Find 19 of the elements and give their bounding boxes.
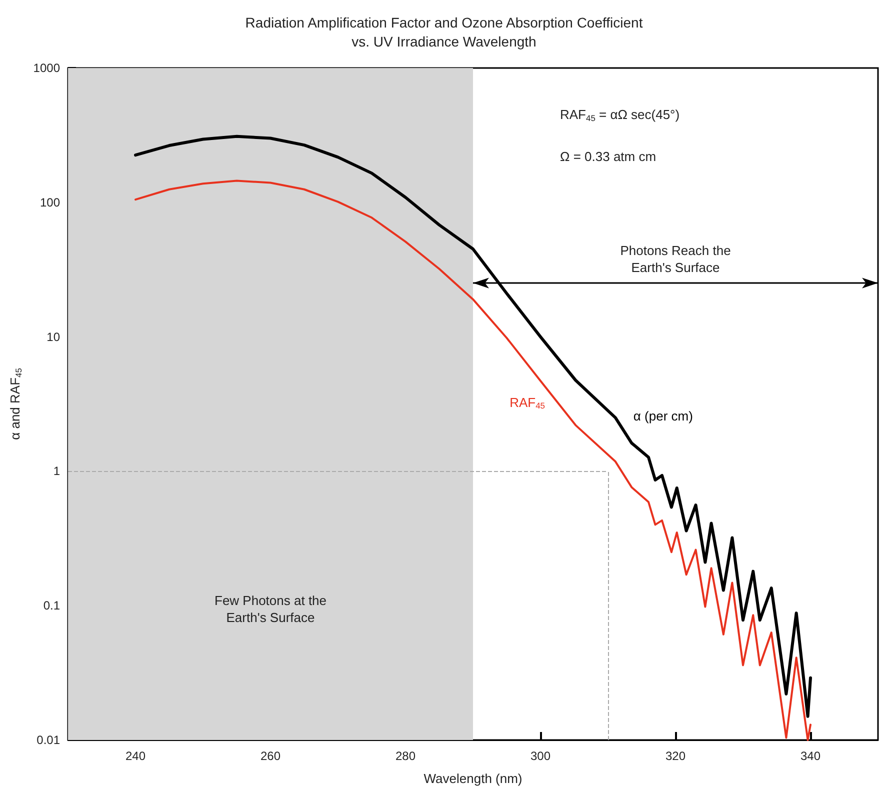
- x-axis-title: Wavelength (nm): [424, 771, 522, 786]
- x-tick-label: 320: [665, 749, 686, 763]
- annotation: Ω = 0.33 atm cm: [560, 149, 656, 164]
- y-tick-label: 10: [46, 330, 60, 344]
- y-tick-label: 1000: [33, 61, 60, 75]
- x-tick-label: 300: [530, 749, 551, 763]
- y-tick-label: 0.1: [43, 598, 60, 613]
- series-label: α (per cm): [633, 408, 693, 424]
- x-tick-label: 260: [260, 749, 281, 763]
- y-tick-label: 1: [53, 464, 60, 478]
- y-tick-label: 100: [40, 195, 60, 210]
- x-tick-label: 240: [125, 749, 146, 763]
- x-tick-label: 280: [395, 749, 416, 763]
- band-label: Few Photons at the Earth's Surface: [214, 593, 327, 626]
- y-tick-label: 0.01: [36, 733, 60, 747]
- y-axis-title: α and RAF45: [8, 368, 24, 440]
- chart-title: Radiation Amplification Factor and Ozone Absorption Coefficient vs. UV Irradiance Wavelength: [245, 14, 643, 50]
- annotation: Photons Reach the Earth's Surface: [620, 243, 731, 276]
- x-tick-label: 340: [800, 749, 821, 763]
